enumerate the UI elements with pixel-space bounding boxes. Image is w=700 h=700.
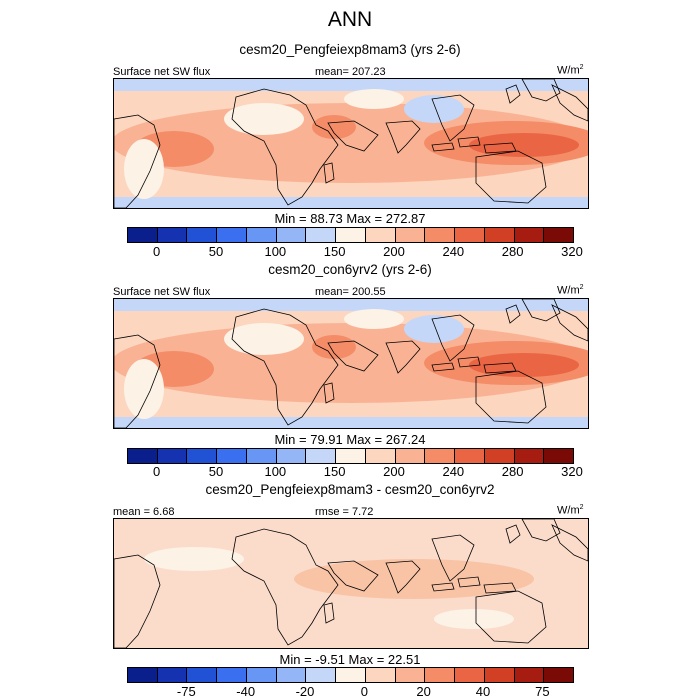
panel3-rmse-label: rmse = 7.72 <box>315 506 374 518</box>
colorbar-swatch <box>276 668 307 682</box>
colorbar-swatch <box>395 449 426 463</box>
panel2-colorbar <box>127 448 574 464</box>
colorbar-swatch <box>365 449 396 463</box>
colorbar-swatch <box>514 449 545 463</box>
colorbar-swatch <box>187 228 218 242</box>
colorbar-tick-label: 150 <box>323 464 346 479</box>
colorbar-swatch <box>425 449 456 463</box>
colorbar-tick-label: 40 <box>475 684 491 699</box>
colorbar-swatch <box>395 228 426 242</box>
colorbar-swatch <box>514 668 545 682</box>
panel1-map <box>113 78 589 209</box>
panel2-variable-label: Surface net SW flux <box>113 286 211 298</box>
colorbar-tick-label: 150 <box>323 244 346 259</box>
colorbar-swatch <box>544 449 574 463</box>
panel1-minmax: Min = 88.73 Max = 272.87 <box>274 211 426 226</box>
colorbar-tick-label: 0 <box>360 684 368 699</box>
panel2-minmax: Min = 79.91 Max = 267.24 <box>274 432 426 447</box>
colorbar-tick-label: -20 <box>295 684 315 699</box>
panel1-units: W/m2 <box>557 64 584 77</box>
colorbar-swatch <box>455 668 485 682</box>
colorbar-tick-label: 280 <box>501 464 524 479</box>
panel1-mean-label: mean= 207.23 <box>315 66 386 78</box>
colorbar-swatch <box>365 228 396 242</box>
colorbar-tick-label: -40 <box>236 684 256 699</box>
colorbar-swatch <box>455 228 485 242</box>
colorbar-swatch <box>306 449 337 463</box>
panel2-map <box>113 298 589 429</box>
colorbar-swatch <box>484 228 515 242</box>
map-field <box>114 299 588 428</box>
colorbar-swatch <box>217 449 247 463</box>
colorbar-tick-label: 200 <box>383 464 405 479</box>
colorbar-tick-label: 320 <box>561 244 583 259</box>
colorbar-swatch <box>306 228 337 242</box>
colorbar-swatch <box>365 668 396 682</box>
panel3-map <box>113 518 589 649</box>
colorbar-swatch <box>187 668 218 682</box>
colorbar-swatch <box>425 668 456 682</box>
colorbar-swatch <box>157 228 188 242</box>
colorbar-swatch <box>336 668 366 682</box>
colorbar-tick-label: 100 <box>264 464 287 479</box>
panel3-mean-label: mean = 6.68 <box>113 506 175 518</box>
page-title: ANN <box>327 8 373 31</box>
panel1-variable-label: Surface net SW flux <box>113 66 211 78</box>
colorbar-tick-label: 0 <box>153 464 161 479</box>
panel1-colorbar <box>127 227 574 243</box>
colorbar-swatch <box>276 228 307 242</box>
map-field <box>114 519 588 648</box>
colorbar-swatch <box>544 228 574 242</box>
colorbar-swatch <box>128 668 158 682</box>
colorbar-swatch <box>128 449 158 463</box>
colorbar-swatch <box>128 228 158 242</box>
colorbar-swatch <box>425 228 456 242</box>
colorbar-tick-label: 280 <box>501 244 524 259</box>
colorbar-swatch <box>336 449 366 463</box>
colorbar-tick-label: -75 <box>176 684 196 699</box>
colorbar-swatch <box>336 228 366 242</box>
colorbar-swatch <box>306 668 337 682</box>
colorbar-swatch <box>455 449 485 463</box>
panel3-subtitle: cesm20_Pengfeiexp8mam3 - cesm20_con6yrv2 <box>205 482 495 497</box>
colorbar-swatch <box>246 449 277 463</box>
colorbar-swatch <box>395 668 426 682</box>
colorbar-swatch <box>217 668 247 682</box>
colorbar-swatch <box>276 449 307 463</box>
colorbar-swatch <box>544 668 574 682</box>
colorbar-tick-label: 240 <box>442 244 465 259</box>
colorbar-tick-label: 20 <box>416 684 431 699</box>
colorbar-tick-label: 0 <box>153 244 161 259</box>
colorbar-swatch <box>514 228 545 242</box>
colorbar-tick-label: 200 <box>383 244 405 259</box>
colorbar-tick-label: 50 <box>208 464 224 479</box>
panel3-colorbar <box>127 667 574 683</box>
colorbar-swatch <box>484 449 515 463</box>
panel1-subtitle: cesm20_Pengfeiexp8mam3 (yrs 2-6) <box>239 42 461 57</box>
colorbar-swatch <box>157 449 188 463</box>
colorbar-swatch <box>246 228 277 242</box>
colorbar-swatch <box>246 668 277 682</box>
colorbar-swatch <box>157 668 188 682</box>
colorbar-tick-label: 50 <box>208 244 224 259</box>
map-field <box>114 79 588 208</box>
panel2-subtitle: cesm20_con6yrv2 (yrs 2-6) <box>268 262 432 277</box>
panel2-units: W/m2 <box>557 284 584 297</box>
colorbar-tick-label: 320 <box>561 464 583 479</box>
colorbar-tick-label: 240 <box>442 464 465 479</box>
colorbar-tick-label: 100 <box>264 244 287 259</box>
panel3-units: W/m2 <box>557 504 584 517</box>
colorbar-swatch <box>187 449 218 463</box>
panel3-minmax: Min = -9.51 Max = 22.51 <box>279 652 421 667</box>
colorbar-swatch <box>484 668 515 682</box>
colorbar-tick-label: 75 <box>535 684 550 699</box>
colorbar-swatch <box>217 228 247 242</box>
panel2-mean-label: mean= 200.55 <box>315 286 386 298</box>
